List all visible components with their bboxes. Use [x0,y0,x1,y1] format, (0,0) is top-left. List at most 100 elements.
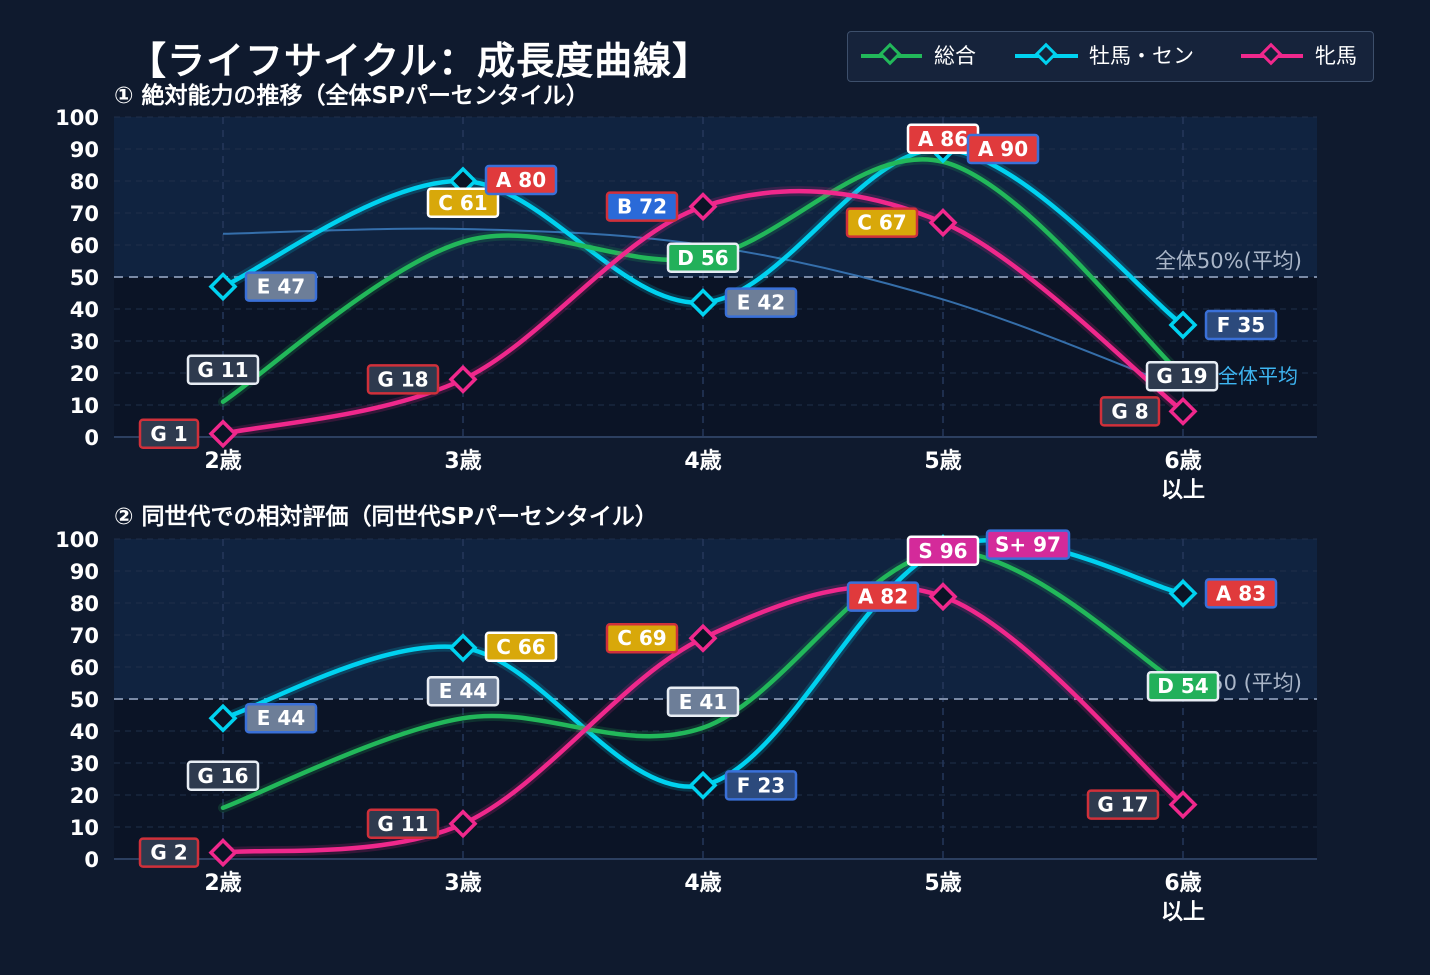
data-label-box [366,808,440,840]
legend-item-colts: 牡馬・セン [1015,42,1194,68]
data-label-text: C 66 [496,635,545,659]
data-label-colts: E 42 [724,287,798,318]
data-label-box [186,760,260,792]
data-label-box [1099,396,1161,427]
data-point-fillies [208,419,238,449]
data-label-box [846,581,920,612]
legend-item-overall: 総合 [861,42,976,68]
data-label-fillies: G 18 [366,364,440,395]
data-label-text: E 41 [679,690,727,714]
y-tick-label: 90 [70,138,99,162]
y-tick-label: 70 [70,202,99,226]
data-label-overall: G 11 [186,354,260,386]
data-label-box [186,354,260,386]
y-tick-label: 0 [84,848,99,872]
data-point-fillies [1168,790,1198,820]
average-curve-label: 全体平均 [1218,364,1298,388]
x-tick-label: 4歳 [684,871,721,896]
y-tick-label: 10 [70,394,99,418]
data-label-box [724,287,798,318]
x-tick-label: 5歳 [924,449,961,474]
x-tick-label: 6歳 [1164,449,1201,474]
data-point-colts [688,770,718,800]
y-tick-label: 80 [70,170,99,194]
y-tick-label: 50 [70,266,99,290]
data-label-text: S+ 97 [995,533,1061,557]
data-label-box [1145,360,1219,392]
x-tick-label: 4歳 [684,449,721,474]
data-label-colts: S+ 97 [985,529,1071,560]
data-label-box [605,191,679,222]
data-label-fillies: A 82 [846,581,920,612]
x-tick-label: 3歳 [444,871,481,896]
y-tick-label: 100 [55,528,99,552]
y-tick-label: 20 [70,784,99,808]
legend-item-fillies: 牝馬 [1241,42,1357,68]
data-label-text: A 86 [918,127,968,151]
data-label-box [605,622,679,654]
data-label-fillies: G 17 [1086,789,1160,820]
data-label-box [426,675,500,707]
data-label-text: G 2 [150,841,187,865]
x-tick-label: 2歳 [204,449,241,474]
y-tick-label: 70 [70,624,99,648]
data-label-text: D 54 [1157,674,1208,698]
data-label-overall: S 96 [906,535,980,567]
data-label-overall: G 16 [186,760,260,792]
data-point-colts [208,703,238,733]
y-tick-label: 90 [70,560,99,584]
data-label-box [1204,309,1278,341]
data-label-box [244,702,318,734]
data-point-fillies [1168,396,1198,426]
data-label-fillies: C 69 [605,622,679,654]
x-tick-label: 3歳 [444,449,481,474]
data-label-box [666,242,740,274]
reference-line-label-50: 50 (平均) [1210,671,1302,695]
data-label-text: G 11 [377,812,428,836]
x-tick-label: 5歳 [924,871,961,896]
data-label-colts: E 47 [244,271,318,302]
data-label-box [138,418,200,450]
x-tick-label: 以上 [1161,900,1205,925]
y-tick-label: 0 [84,426,99,450]
data-label-box [484,631,558,663]
data-point-fillies [928,582,958,612]
data-label-text: G 8 [1111,399,1148,423]
y-tick-label: 30 [70,330,99,354]
data-label-colts: A 83 [1204,578,1278,609]
data-point-colts [448,633,478,663]
data-label-overall: C 61 [426,187,500,219]
x-tick-label: 6歳 [1164,871,1201,896]
data-label-box [138,837,200,868]
data-label-colts: C 66 [484,631,558,663]
data-point-colts [1168,578,1198,608]
legend-label-overall: 総合 [934,44,976,68]
chart-panel-2: ② 同世代での相対評価（同世代SPパーセンタイル） 0 10 20 30 40 50 60 70… [55,503,1317,925]
legend-label-fillies: 牝馬 [1315,44,1357,68]
page-title: 【ライフサイクル：成長度曲線】 [128,39,712,83]
y-tick-label: 50 [70,688,99,712]
data-label-text: A 82 [858,585,908,609]
y-tick-label: 40 [70,720,99,744]
data-label-colts: F 35 [1204,309,1278,341]
data-label-overall: G 19 [1145,360,1219,392]
data-label-fillies: C 67 [845,207,919,238]
y-tick-label: 40 [70,298,99,322]
data-label-text: D 56 [677,246,728,270]
legend-label-colts: 牡馬・セン [1089,44,1194,68]
data-label-text: A 80 [496,168,546,192]
y-tick-label: 100 [55,106,99,130]
data-point-colts [1168,310,1198,340]
panel-title: ① 絶対能力の推移（全体SPパーセンタイル） [114,82,589,109]
data-label-box [244,271,318,302]
data-point-colts [448,166,478,196]
series-line-overall [220,549,1186,811]
data-label-text: C 69 [617,626,666,650]
data-point-fillies [928,208,958,238]
data-label-overall: E 44 [426,675,500,707]
data-label-fillies: G 2 [138,837,200,868]
data-label-text: A 83 [1216,581,1266,605]
data-label-text: E 44 [257,706,305,730]
data-label-colts: F 23 [724,770,798,801]
